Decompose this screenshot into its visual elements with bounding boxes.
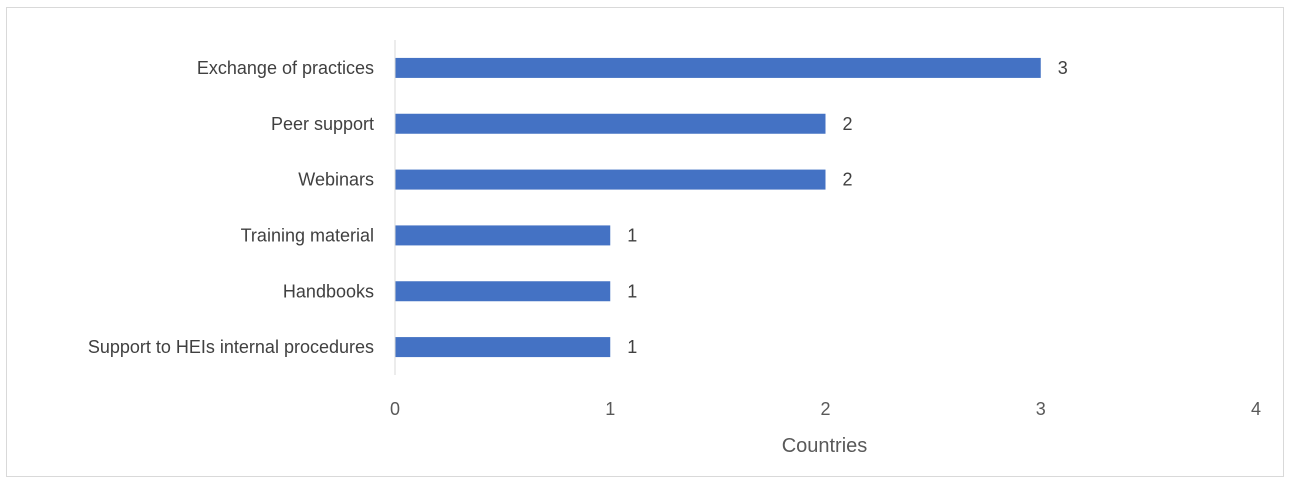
x-tick-label: 1 bbox=[605, 399, 615, 419]
category-labels: Exchange of practices Peer support Webinar… bbox=[88, 58, 374, 357]
bar bbox=[395, 113, 826, 134]
category-label: Webinars bbox=[298, 170, 374, 190]
x-tick-label: 3 bbox=[1036, 399, 1046, 419]
data-label: 2 bbox=[843, 170, 853, 190]
data-label: 2 bbox=[843, 114, 853, 134]
bar bbox=[395, 57, 1041, 78]
bar bbox=[395, 337, 611, 358]
data-label: 3 bbox=[1058, 58, 1068, 78]
bars-layer bbox=[395, 57, 1041, 358]
x-axis-title: Countries bbox=[782, 435, 868, 457]
x-tick-label: 4 bbox=[1251, 399, 1261, 419]
data-label: 1 bbox=[627, 281, 637, 301]
bar bbox=[395, 169, 826, 190]
bar bbox=[395, 225, 611, 246]
bar bbox=[395, 281, 611, 302]
data-label: 1 bbox=[627, 337, 637, 357]
category-label: Peer support bbox=[271, 114, 374, 134]
category-label: Training material bbox=[241, 225, 374, 245]
category-label: Support to HEIs internal procedures bbox=[88, 337, 374, 357]
data-labels: 3 2 2 1 1 1 bbox=[627, 58, 1068, 357]
chart-frame bbox=[6, 7, 1284, 477]
category-label: Handbooks bbox=[283, 281, 374, 301]
category-label: Exchange of practices bbox=[197, 58, 374, 78]
data-label: 1 bbox=[627, 225, 637, 245]
x-axis-ticks: 0 1 2 3 4 bbox=[390, 399, 1261, 419]
x-tick-label: 0 bbox=[390, 399, 400, 419]
x-tick-label: 2 bbox=[820, 399, 830, 419]
